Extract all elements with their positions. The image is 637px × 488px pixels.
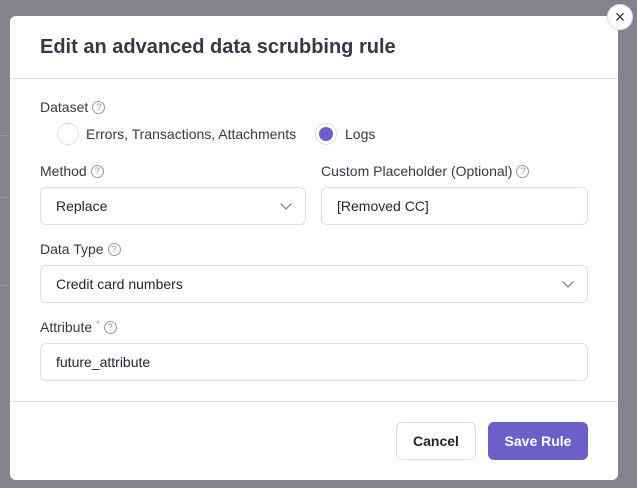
attribute-input[interactable]: future_attribute [40,343,588,381]
edit-rule-modal: Edit an advanced data scrubbing rule Dat… [10,16,618,480]
data-type-select[interactable]: Credit card numbers [40,265,588,303]
save-rule-button[interactable]: Save Rule [488,422,588,460]
required-mark: * [96,319,100,329]
method-select[interactable]: Replace [40,187,306,225]
background-divider [0,285,10,286]
modal-title: Edit an advanced data scrubbing rule [40,36,396,58]
help-icon[interactable]: ? [107,242,121,256]
chevron-down-icon [562,276,574,288]
close-icon[interactable]: × [607,4,633,30]
placeholder-label: Custom Placeholder (Optional)? [321,163,530,179]
radio-label[interactable]: Logs [345,126,376,142]
help-icon[interactable]: ? [92,100,106,114]
method-label: Method? [40,163,104,179]
radio-label[interactable]: Errors, Transactions, Attachments [86,126,297,142]
chevron-down-icon [280,198,292,210]
data-type-label: Data Type? [40,241,121,257]
radio-selected-dot [319,127,333,141]
header-divider [10,78,618,79]
cancel-button[interactable]: Cancel [396,422,476,460]
radio-logs[interactable] [315,123,337,145]
custom-placeholder-input[interactable]: [Removed CC] [321,187,588,225]
background-divider [0,197,10,198]
help-icon[interactable]: ? [103,320,117,334]
help-icon[interactable]: ? [516,164,530,178]
radio-errors-transactions-attachments[interactable] [57,123,79,145]
help-icon[interactable]: ? [90,164,104,178]
dataset-label: Dataset? [40,99,106,115]
attribute-label: Attribute *? [40,319,117,335]
footer-divider [10,401,618,402]
background-divider [0,135,10,136]
